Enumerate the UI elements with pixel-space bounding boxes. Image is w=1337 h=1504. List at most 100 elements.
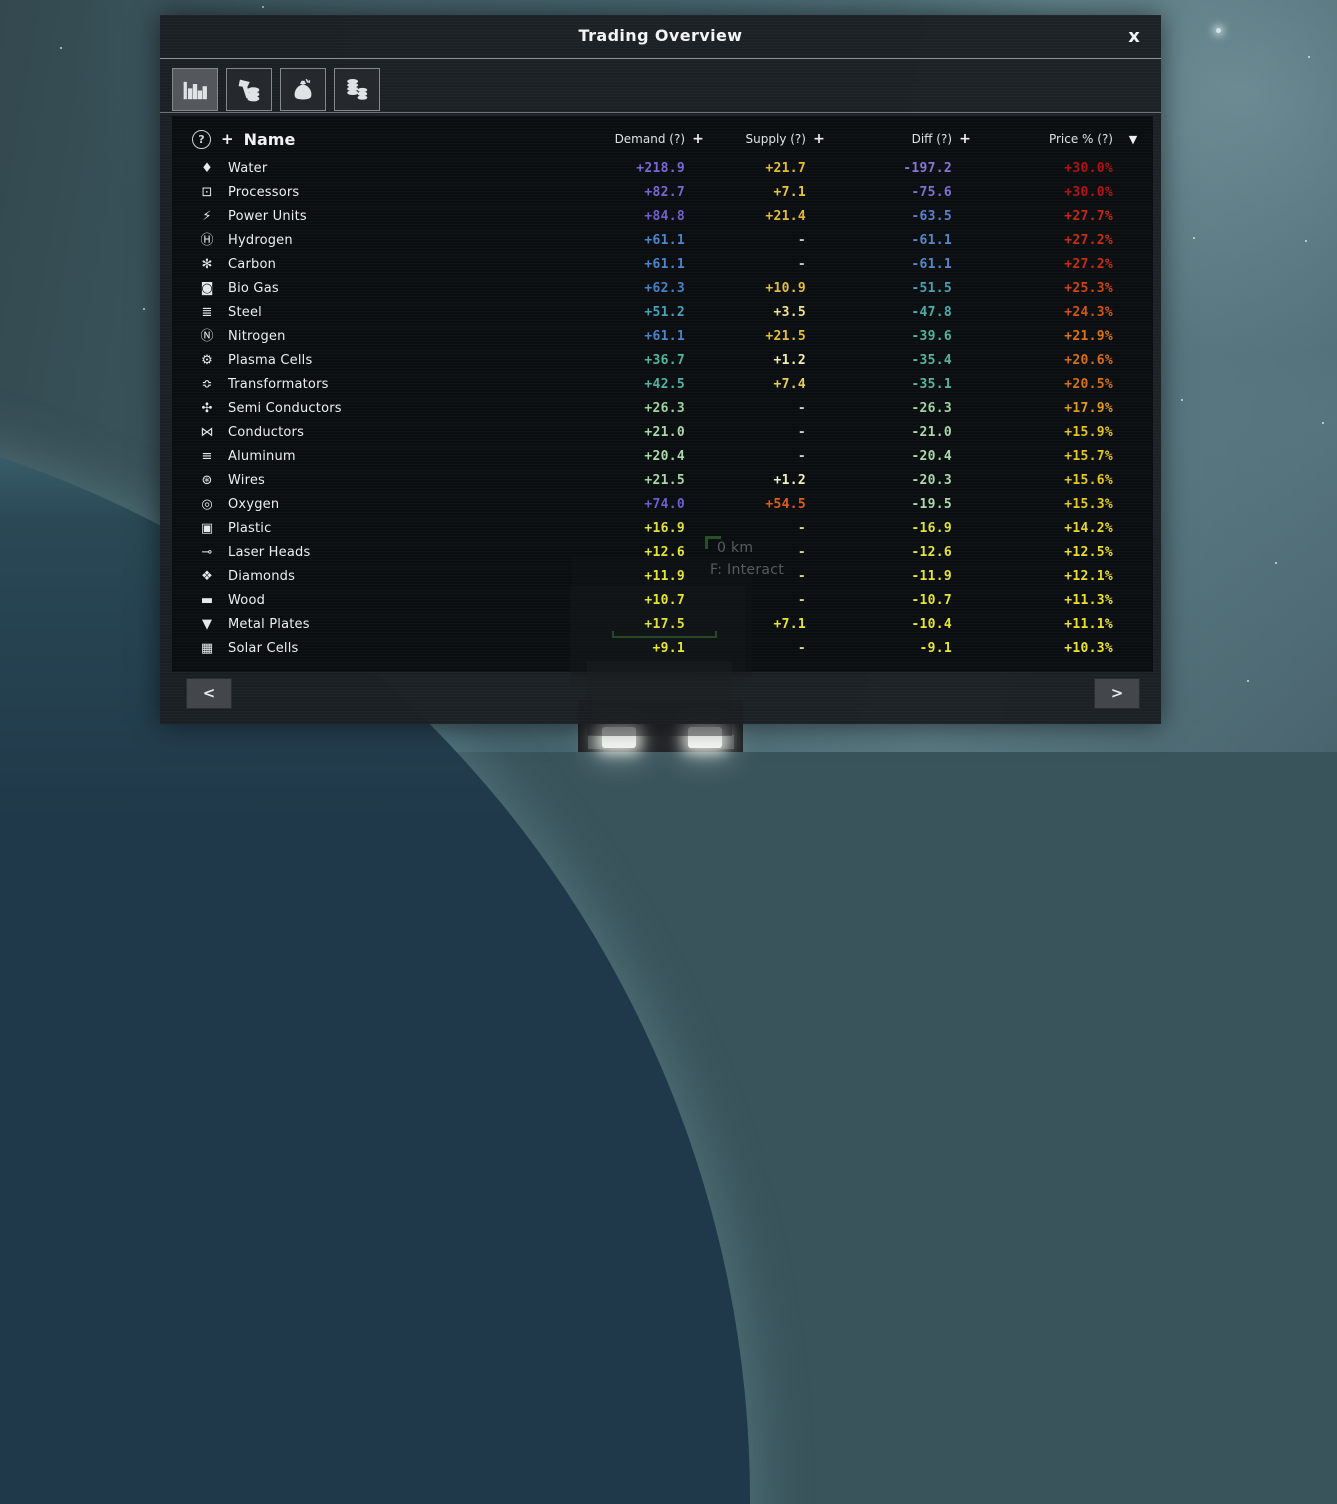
price-value: +20.6%	[1064, 352, 1113, 368]
column-header-supply[interactable]: Supply (?)	[745, 132, 806, 146]
diff-value: -12.6	[911, 544, 952, 560]
power-unit-icon: ⚡	[202, 208, 212, 224]
table-row[interactable]: ⚙ Plasma Cells +36.7 +1.2 -35.4 +20.6%	[172, 348, 1153, 372]
commodity-name: Water	[228, 160, 268, 176]
diff-value: -35.1	[911, 376, 952, 392]
table-row[interactable]: ✣ Semi Conductors +26.3 - -26.3 +17.9%	[172, 396, 1153, 420]
laser-head-icon: ⊸	[201, 544, 213, 560]
diff-value: -10.7	[911, 592, 952, 608]
commodity-name: Plasma Cells	[228, 352, 313, 368]
wood-icon: ▬	[200, 592, 214, 608]
price-value: +20.5%	[1064, 376, 1113, 392]
next-page-button[interactable]: >	[1094, 678, 1140, 709]
diff-value: -21.0	[911, 424, 952, 440]
supply-value: -	[797, 400, 806, 416]
commodity-name: Oxygen	[228, 496, 280, 512]
water-drop-icon: ♦	[201, 160, 213, 176]
tab-transactions[interactable]	[334, 68, 380, 111]
previous-page-button[interactable]: <	[186, 678, 232, 709]
hydrogen-icon: Ⓗ	[200, 232, 214, 248]
commodity-name: Transformators	[228, 376, 329, 392]
solar-cell-icon: ▦	[200, 640, 214, 656]
steel-icon: ≣	[201, 304, 213, 320]
table-row[interactable]: Ⓗ Hydrogen +61.1 - -61.1 +27.2%	[172, 228, 1153, 252]
price-value: +27.7%	[1064, 208, 1113, 224]
tab-sell-goods[interactable]	[226, 68, 272, 111]
processor-icon: ⊡	[201, 184, 213, 200]
table-row[interactable]: ♦ Water +218.9 +21.7 -197.2 +30.0%	[172, 156, 1153, 180]
diff-value: -47.8	[911, 304, 952, 320]
table-row[interactable]: ⚡ Power Units +84.8 +21.4 -63.5 +27.7%	[172, 204, 1153, 228]
demand-value: +20.4	[644, 448, 685, 464]
price-value: +10.3%	[1064, 640, 1113, 656]
sort-price-desc-icon[interactable]: ▼	[1128, 132, 1138, 146]
column-header-price[interactable]: Price % (?)	[1048, 132, 1113, 146]
tab-bar	[160, 59, 1161, 113]
trading-overview-window: Trading Overview x	[160, 15, 1161, 736]
tab-statistics[interactable]	[172, 68, 218, 111]
diff-value: -16.9	[911, 520, 952, 536]
table-row[interactable]: ⊛ Wires +21.5 +1.2 -20.3 +15.6%	[172, 468, 1153, 492]
supply-value: -	[797, 424, 806, 440]
price-value: +14.2%	[1064, 520, 1113, 536]
demand-value: +218.9	[636, 160, 685, 176]
table-row[interactable]: ⊸ Laser Heads +12.6 - -12.6 +12.5%	[172, 540, 1153, 564]
supply-value: +21.5	[765, 328, 806, 344]
demand-value: +11.9	[644, 568, 685, 584]
supply-value: -	[797, 232, 806, 248]
price-value: +11.3%	[1064, 592, 1113, 608]
demand-value: +61.1	[644, 232, 685, 248]
sort-supply-button[interactable]: +	[813, 131, 825, 147]
column-header-demand[interactable]: Demand (?)	[614, 132, 685, 146]
commodity-name: Diamonds	[228, 568, 296, 584]
help-icon: ?	[192, 129, 211, 149]
supply-value: +1.2	[773, 352, 806, 368]
bio-gas-icon: ◙	[200, 280, 214, 296]
expand-all-button[interactable]: +	[221, 130, 234, 148]
table-row[interactable]: ▼ Metal Plates +17.5 +7.1 -10.4 +11.1%	[172, 612, 1153, 636]
table-row[interactable]: ≎ Transformators +42.5 +7.4 -35.1 +20.5%	[172, 372, 1153, 396]
supply-value: +7.1	[773, 184, 806, 200]
table-row[interactable]: ✻ Carbon +61.1 - -61.1 +27.2%	[172, 252, 1153, 276]
supply-value: -	[797, 448, 806, 464]
table-row[interactable]: ⊡ Processors +82.7 +7.1 -75.6 +30.0%	[172, 180, 1153, 204]
table-row[interactable]: ◎ Oxygen +74.0 +54.5 -19.5 +15.3%	[172, 492, 1153, 516]
table-row[interactable]: ❖ Diamonds +11.9 - -11.9 +12.1%	[172, 564, 1153, 588]
sort-demand-button[interactable]: +	[692, 131, 704, 147]
table-row[interactable]: ◙ Bio Gas +62.3 +10.9 -51.5 +25.3%	[172, 276, 1153, 300]
demand-value: +36.7	[644, 352, 685, 368]
commodity-name: Wires	[228, 472, 266, 488]
table-row[interactable]: ▬ Wood +10.7 - -10.7 +11.3%	[172, 588, 1153, 612]
table-row[interactable]: ▣ Plastic +16.9 - -16.9 +14.2%	[172, 516, 1153, 540]
column-header-diff[interactable]: Diff (?)	[911, 132, 952, 146]
price-value: +15.7%	[1064, 448, 1113, 464]
diff-value: -11.9	[911, 568, 952, 584]
table-row[interactable]: Ⓝ Nitrogen +61.1 +21.5 -39.6 +21.9%	[172, 324, 1153, 348]
table-row[interactable]: ≡ Aluminum +20.4 - -20.4 +15.7%	[172, 444, 1153, 468]
transformator-icon: ≎	[201, 376, 213, 392]
diff-value: -61.1	[911, 232, 952, 248]
metal-plate-icon: ▼	[202, 616, 212, 632]
bar-chart-icon	[183, 81, 207, 99]
demand-value: +51.2	[644, 304, 685, 320]
aluminum-icon: ≡	[201, 448, 213, 464]
price-value: +30.0%	[1064, 160, 1113, 176]
sort-diff-button[interactable]: +	[959, 131, 971, 147]
commodity-name: Hydrogen	[228, 232, 293, 248]
demand-value: +21.5	[644, 472, 685, 488]
price-value: +21.9%	[1064, 328, 1113, 344]
diff-value: -75.6	[911, 184, 952, 200]
table-header: ? + Name Demand (?) + Supply (?) + Diff …	[172, 122, 1153, 156]
commodity-name: Nitrogen	[228, 328, 286, 344]
table-row[interactable]: ≣ Steel +51.2 +3.5 -47.8 +24.3%	[172, 300, 1153, 324]
nitrogen-icon: Ⓝ	[200, 328, 214, 344]
diamond-icon: ❖	[201, 568, 213, 584]
table-row[interactable]: ⋈ Conductors +21.0 - -21.0 +15.9%	[172, 420, 1153, 444]
price-value: +24.3%	[1064, 304, 1113, 320]
tab-buy-goods[interactable]	[280, 68, 326, 111]
close-icon[interactable]: x	[1128, 26, 1140, 47]
table-row[interactable]: ▦ Solar Cells +9.1 - -9.1 +10.3%	[172, 636, 1153, 660]
supply-value: +21.4	[765, 208, 806, 224]
title-bar: Trading Overview x	[160, 15, 1161, 59]
diff-value: -10.4	[911, 616, 952, 632]
